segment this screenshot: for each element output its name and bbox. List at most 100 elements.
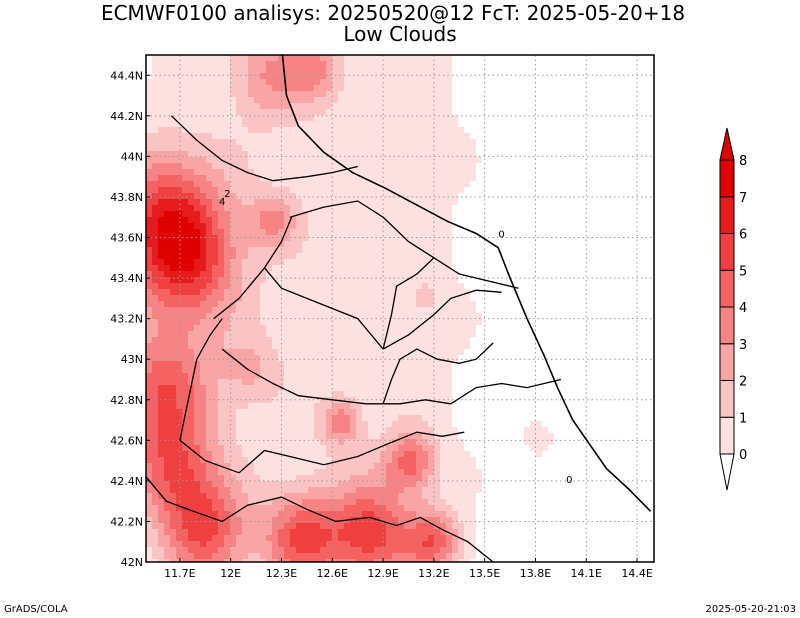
field-cell — [260, 139, 267, 146]
field-cell — [440, 319, 447, 326]
field-cell — [218, 403, 225, 410]
field-cell — [644, 85, 651, 92]
field-cell — [350, 325, 357, 332]
field-cell — [638, 331, 645, 338]
field-cell — [314, 343, 321, 350]
field-cell — [614, 211, 621, 218]
field-cell — [248, 301, 255, 308]
field-cell — [410, 319, 417, 326]
field-cell — [176, 139, 183, 146]
field-cell — [434, 211, 441, 218]
field-cell — [482, 361, 489, 368]
field-cell — [392, 349, 399, 356]
field-cell — [182, 379, 189, 386]
field-cell — [146, 271, 153, 278]
field-cell — [464, 163, 471, 170]
field-cell — [650, 313, 654, 320]
field-cell — [554, 277, 561, 284]
field-cell — [194, 139, 201, 146]
field-cell — [638, 253, 645, 260]
field-cell — [308, 175, 315, 182]
field-cell — [236, 379, 243, 386]
field-cell — [260, 277, 267, 284]
field-cell — [584, 157, 591, 164]
field-cell — [620, 121, 627, 128]
field-cell — [572, 127, 579, 134]
field-cell — [524, 295, 531, 302]
field-cell — [512, 169, 519, 176]
field-cell — [344, 259, 351, 266]
field-cell — [554, 199, 561, 206]
field-cell — [296, 295, 303, 302]
field-cell — [650, 247, 654, 254]
field-cell — [518, 343, 525, 350]
field-cell — [350, 145, 357, 152]
field-cell — [212, 307, 219, 314]
field-cell — [572, 61, 579, 68]
field-cell — [200, 265, 207, 272]
field-cell — [410, 97, 417, 104]
field-cell — [236, 223, 243, 230]
field-cell — [248, 217, 255, 224]
field-cell — [248, 121, 255, 128]
field-cell — [566, 337, 573, 344]
field-cell — [644, 295, 651, 302]
field-cell — [272, 175, 279, 182]
field-cell — [608, 97, 615, 104]
field-cell — [356, 247, 363, 254]
field-cell — [302, 253, 309, 260]
field-cell — [452, 55, 459, 62]
field-cell — [458, 337, 465, 344]
field-cell — [344, 169, 351, 176]
field-cell — [326, 265, 333, 272]
field-cell — [572, 229, 579, 236]
field-cell — [344, 367, 351, 374]
field-cell — [518, 283, 525, 290]
field-cell — [350, 175, 357, 182]
field-cell — [302, 223, 309, 230]
field-cell — [230, 325, 237, 332]
field-cell — [416, 337, 423, 344]
field-cell — [440, 145, 447, 152]
field-cell — [638, 145, 645, 152]
field-cell — [290, 217, 297, 224]
field-cell — [530, 79, 537, 86]
field-cell — [404, 367, 411, 374]
field-cell — [416, 211, 423, 218]
field-cell — [428, 61, 435, 68]
field-cell — [542, 373, 549, 380]
field-cell — [278, 139, 285, 146]
field-cell — [368, 403, 375, 410]
field-cell — [296, 307, 303, 314]
field-cell — [422, 121, 429, 128]
field-cell — [164, 367, 171, 374]
field-cell — [458, 289, 465, 296]
field-cell — [260, 361, 267, 368]
field-cell — [182, 349, 189, 356]
field-cell — [572, 247, 579, 254]
field-cell — [224, 73, 231, 80]
field-cell — [458, 343, 465, 350]
field-cell — [512, 247, 519, 254]
field-cell — [362, 379, 369, 386]
field-cell — [344, 151, 351, 158]
field-cell — [224, 67, 231, 74]
field-cell — [284, 241, 291, 248]
field-cell — [518, 199, 525, 206]
field-cell — [200, 289, 207, 296]
field-cell — [554, 307, 561, 314]
field-cell — [458, 61, 465, 68]
field-cell — [416, 163, 423, 170]
field-cell — [350, 331, 357, 338]
field-cell — [326, 247, 333, 254]
field-cell — [242, 379, 249, 386]
field-cell — [266, 355, 273, 362]
field-cell — [530, 229, 537, 236]
field-cell — [560, 163, 567, 170]
field-cell — [344, 211, 351, 218]
field-cell — [362, 145, 369, 152]
field-cell — [242, 151, 249, 158]
field-cell — [596, 127, 603, 134]
field-cell — [386, 307, 393, 314]
field-cell — [476, 325, 483, 332]
